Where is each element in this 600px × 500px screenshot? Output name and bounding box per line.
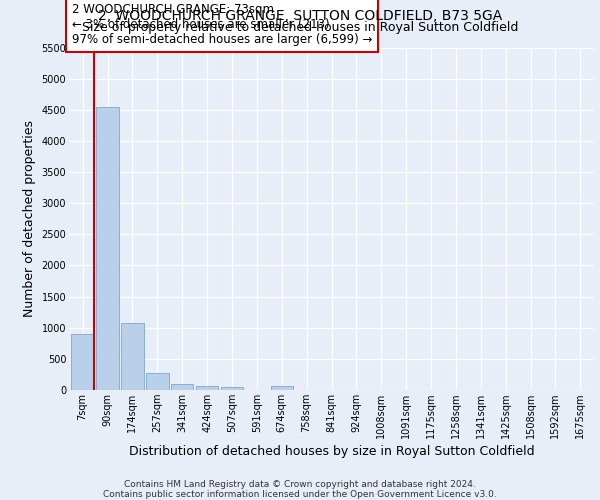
Y-axis label: Number of detached properties: Number of detached properties [23,120,36,318]
Bar [71,334,94,390]
Text: 2 WOODCHURCH GRANGE: 73sqm
← 3% of detached houses are smaller (213)
97% of semi: 2 WOODCHURCH GRANGE: 73sqm ← 3% of detac… [71,3,372,46]
X-axis label: Distribution of detached houses by size in Royal Sutton Coldfield: Distribution of detached houses by size … [128,445,535,458]
Bar [121,324,143,390]
Text: Contains HM Land Registry data © Crown copyright and database right 2024.
Contai: Contains HM Land Registry data © Crown c… [103,480,497,499]
Bar [97,106,119,390]
Bar [271,386,293,390]
Bar [146,372,169,390]
Text: Size of property relative to detached houses in Royal Sutton Coldfield: Size of property relative to detached ho… [82,21,518,34]
Bar [171,384,193,390]
Text: 2, WOODCHURCH GRANGE, SUTTON COLDFIELD, B73 5GA: 2, WOODCHURCH GRANGE, SUTTON COLDFIELD, … [98,9,502,23]
Bar [221,386,243,390]
Bar [196,386,218,390]
